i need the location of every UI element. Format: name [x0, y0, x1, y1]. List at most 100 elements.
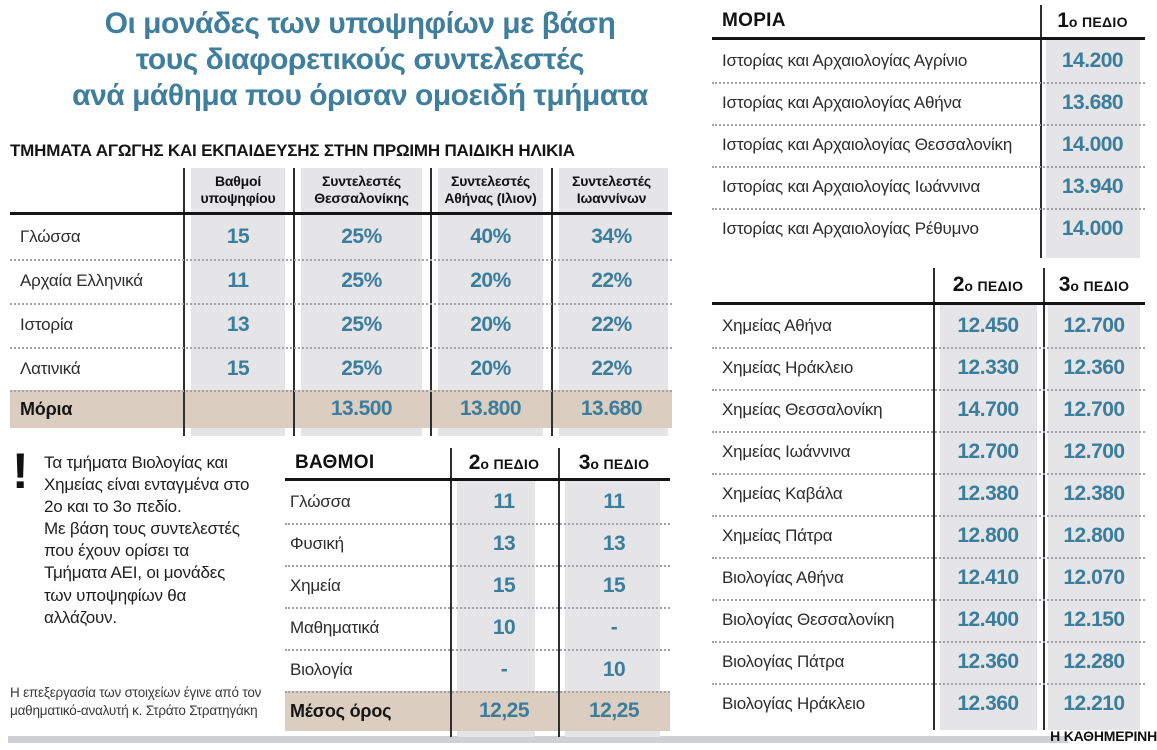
column-divider: [933, 268, 935, 730]
row-label: Χημείας Καβάλα: [722, 484, 843, 503]
row-label: Ιστορίας και Αρχαιολογίας Ιωάννινα: [722, 177, 981, 196]
table-row: Βιολογία - 10: [285, 649, 670, 693]
note-text: Τα τμήματα Βιολογίας και Χημείας είναι ε…: [44, 453, 250, 627]
cell-value: 15: [226, 356, 250, 380]
row-label: Γλώσσα: [20, 227, 81, 246]
cell-value: 11: [603, 490, 625, 513]
column-header: 2ο ΠΕΔΙΟ: [468, 451, 540, 474]
cell-value: 12.450: [957, 314, 1019, 337]
column-stripe: [1048, 305, 1140, 730]
source-credit: Η επεξεργασία των στοιχείων έγινε από το…: [10, 685, 262, 719]
cell-value: 34%: [591, 225, 632, 248]
cell-value: 10: [492, 616, 516, 639]
table-row: Ιστορίας και Αρχαιολογίας Ιωάννινα 13.94…: [712, 166, 1145, 210]
cell-value: 14.700: [957, 398, 1019, 421]
cell-value: 13.680: [1061, 91, 1124, 114]
total-label: Μόρια: [20, 398, 73, 419]
table-row: Χημείας Αθήνα 12.450 12.700: [712, 305, 1145, 349]
cell-value: 12.380: [957, 482, 1019, 505]
row-label: Βιολογία: [290, 660, 353, 679]
table-row: Ιστορίας και Αρχαιολογίας Θεσσαλονίκη 14…: [712, 124, 1145, 168]
total-row: Μέσος όρος 12,25 12,25: [285, 691, 670, 731]
cell-value: 40%: [470, 225, 511, 248]
brand-bar: [8, 736, 1068, 743]
cell-value: 22%: [591, 356, 632, 380]
table-row: Φυσική 13 13: [285, 523, 670, 567]
cell-value: 22%: [591, 313, 632, 336]
table-row: Γλώσσα 11 11: [285, 481, 670, 525]
column-divider: [450, 448, 452, 737]
cell-value: 25%: [341, 356, 382, 380]
row-label: Βιολογίας Αθήνα: [722, 568, 844, 587]
cell-value: 12.380: [1063, 482, 1125, 505]
cell-value: [183, 390, 293, 428]
column-header: Συντελεστές Θεσσαλονίκης: [314, 172, 409, 207]
cell-value: 14.000: [1061, 217, 1124, 240]
cell-value: 25%: [341, 269, 382, 292]
cell-value: 12,25: [588, 699, 640, 722]
section-heading: ΤΜΗΜΑΤΑ ΑΓΩΓΗΣ ΚΑΙ ΕΚΠΑΙΔΕΥΣΗΣ ΣΤΗΝ ΠΡΩΙ…: [10, 141, 575, 160]
cell-value: 10: [602, 658, 626, 681]
cell-value: 12.360: [1063, 356, 1125, 379]
cell-value: 12.800: [957, 524, 1019, 547]
row-label: Χημείας Αθήνα: [722, 316, 832, 335]
table-header: 2ο ΠΕΔΙΟ 3ο ΠΕΔΙΟ: [712, 268, 1145, 302]
row-label: Λατινικά: [20, 358, 81, 378]
column-divider: [293, 168, 295, 436]
brand-logo: Η ΚΑΘΗΜΕΡΙΝΗ: [1050, 728, 1157, 744]
cell-value: 12,25: [478, 699, 530, 722]
cell-value: 13.940: [1061, 175, 1124, 198]
cell-value: 12.800: [1063, 524, 1125, 547]
table-row: Ιστορία 13 25% 20% 22%: [10, 303, 672, 349]
row-label: Αρχαία Ελληνικά: [20, 271, 143, 290]
table-row: Λατινικά 15 25% 20% 22%: [10, 347, 672, 392]
cell-value: 14.200: [1061, 49, 1124, 72]
table-row: Γλώσσα 15 25% 40% 34%: [10, 215, 672, 261]
table-header: Βαθμοί υποψηφίου Συντελεστές Θεσσαλονίκη…: [10, 168, 672, 212]
cell-value: 12.360: [957, 650, 1019, 673]
row-label: Ιστορία: [20, 315, 74, 334]
cell-value: -: [610, 616, 618, 639]
table-title: ΒΑΘΜΟΙ: [295, 452, 375, 473]
column-header: 2ο ΠΕΔΙΟ: [952, 273, 1024, 296]
cell-value: 12.700: [1063, 398, 1125, 421]
cell-value: -: [500, 658, 508, 681]
cell-value: 20%: [470, 269, 511, 292]
grades-table: ΒΑΘΜΟΙ 2ο ΠΕΔΙΟ 3ο ΠΕΔΙΟ Γλώσσα 11 11 Φυ…: [285, 448, 670, 737]
cell-value: 12.400: [957, 608, 1019, 631]
table-row: Ιστορίας και Αρχαιολογίας Αθήνα 13.680: [712, 82, 1145, 126]
column-header: Βαθμοί υποψηφίου: [200, 172, 276, 207]
table-row: Αρχαία Ελληνικά 11 25% 20% 22%: [10, 259, 672, 305]
cell-value: 22%: [591, 269, 632, 292]
cell-value: 13: [602, 532, 626, 555]
cell-value: 12.360: [957, 692, 1019, 715]
coefficients-table: Βαθμοί υποψηφίου Συντελεστές Θεσσαλονίκη…: [10, 168, 672, 436]
table-row: Ιστορίας και Αρχαιολογίας Ρέθυμνο 14.000: [712, 208, 1145, 250]
column-header: 1ο ΠΕΔΙΟ: [1057, 9, 1128, 32]
column-header: 3ο ΠΕΔΙΟ: [578, 451, 650, 474]
row-label: Ιστορίας και Αρχαιολογίας Θεσσαλονίκη: [722, 135, 1013, 154]
table-row: Βιολογίας Αθήνα 12.410 12.070: [712, 557, 1145, 601]
row-label: Χημείας Πάτρα: [722, 526, 833, 545]
cell-value: 20%: [470, 356, 511, 380]
cell-value: 12.700: [957, 440, 1019, 463]
cell-value: 20%: [470, 313, 511, 336]
row-label: Ιστορίας και Αρχαιολογίας Ρέθυμνο: [722, 219, 979, 238]
cell-value: 15: [492, 574, 516, 597]
page-title: Οι μονάδες των υποψηφίων με βάση τους δι…: [72, 7, 648, 112]
row-label: Βιολογίας Θεσσαλονίκη: [722, 610, 895, 629]
table-row: Χημείας Καβάλα 12.380 12.380: [712, 473, 1145, 517]
table-header: ΒΑΘΜΟΙ 2ο ΠΕΔΙΟ 3ο ΠΕΔΙΟ: [285, 448, 670, 478]
cell-value: 12.330: [957, 356, 1019, 379]
column-stripe: [1046, 40, 1140, 258]
cell-value: 14.000: [1061, 133, 1124, 156]
column-divider: [551, 168, 553, 436]
total-row-background: [10, 390, 672, 428]
table-row: Χημείας Πάτρα 12.800 12.800: [712, 515, 1145, 559]
cell-value: 12.700: [1063, 440, 1125, 463]
row-label: Φυσική: [290, 534, 344, 553]
header-rule: [10, 212, 672, 215]
column-divider: [183, 168, 185, 436]
column-divider: [1043, 268, 1045, 730]
row-label: Ιστορίας και Αρχαιολογίας Αθήνα: [722, 93, 962, 112]
